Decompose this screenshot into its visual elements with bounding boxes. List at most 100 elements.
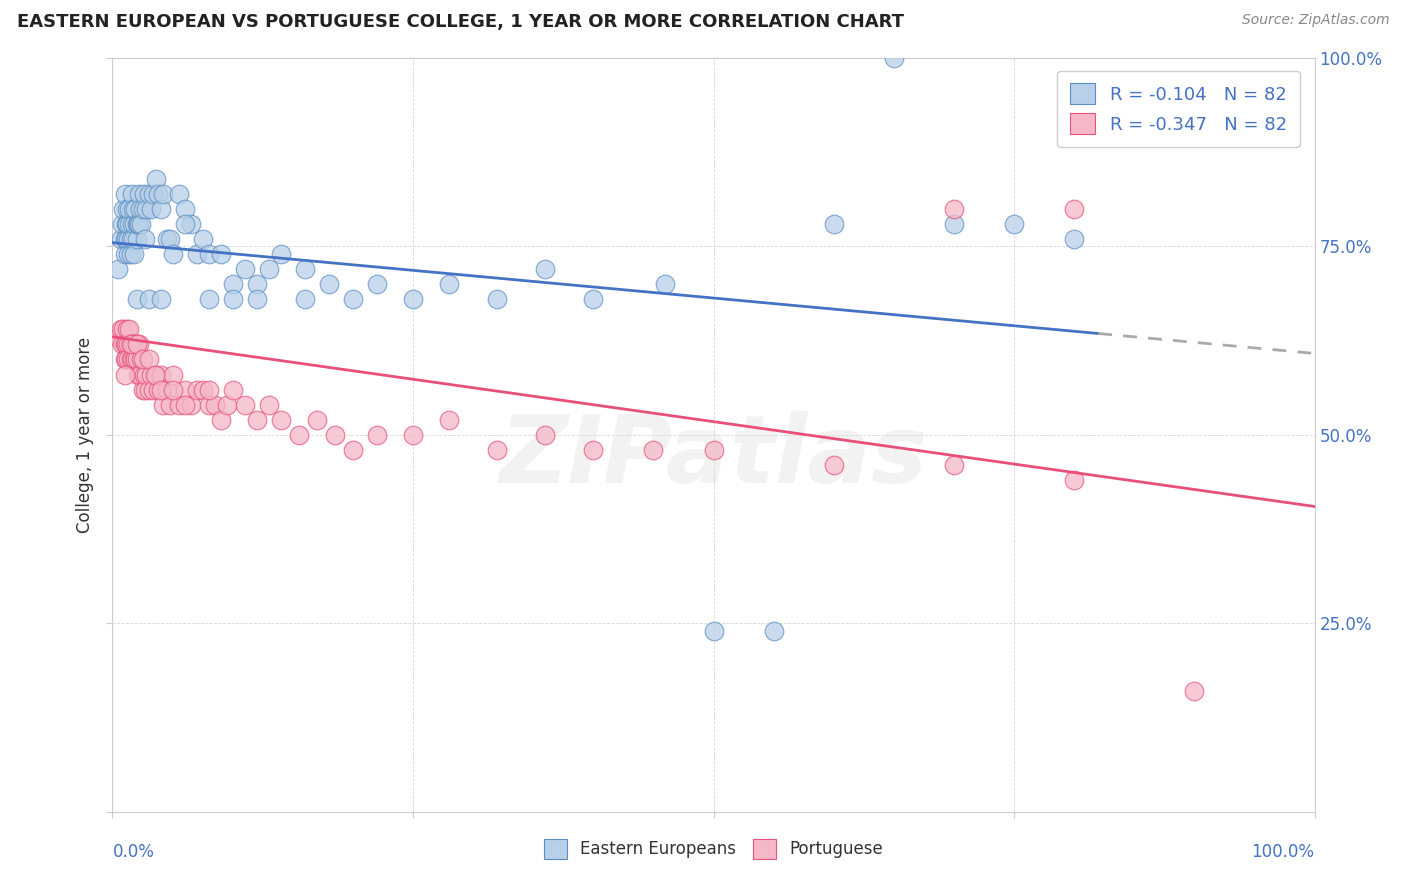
Point (115, 217, 138, 231)
Point (129, 368, 152, 382)
Point (162, 368, 184, 382)
Point (114, 352, 136, 367)
Point (402, 292, 425, 306)
Point (114, 352, 136, 367)
Point (143, 368, 166, 382)
Point (124, 202, 146, 216)
Point (173, 202, 195, 216)
Point (342, 292, 364, 306)
Point (233, 398, 256, 412)
Point (233, 262, 256, 277)
Point (115, 322, 138, 336)
Point (534, 428, 557, 442)
Point (139, 202, 162, 216)
Point (582, 292, 605, 306)
Point (257, 398, 280, 412)
Point (135, 368, 157, 382)
Point (125, 337, 148, 351)
Point (125, 232, 148, 246)
Point (110, 322, 132, 336)
Text: Source: ZipAtlas.com: Source: ZipAtlas.com (1241, 13, 1389, 28)
Point (120, 337, 142, 351)
Text: ZIPatlas: ZIPatlas (499, 411, 928, 503)
Point (270, 413, 292, 427)
Point (294, 292, 316, 306)
Point (114, 232, 136, 246)
Point (534, 262, 557, 277)
Point (883, 51, 905, 65)
Point (654, 277, 676, 292)
Point (138, 352, 160, 367)
Point (129, 202, 152, 216)
Point (110, 232, 132, 246)
Point (486, 292, 509, 306)
Point (1063, 473, 1085, 487)
Point (112, 202, 135, 216)
Point (131, 383, 153, 397)
Point (118, 217, 141, 231)
Point (294, 262, 316, 277)
Point (111, 337, 134, 351)
Point (114, 368, 136, 382)
Point (366, 277, 388, 292)
Point (120, 337, 142, 351)
Point (246, 292, 269, 306)
Point (215, 398, 238, 412)
Point (942, 458, 965, 472)
Point (155, 383, 177, 397)
Point (128, 217, 150, 231)
Point (209, 413, 232, 427)
Point (118, 322, 141, 336)
Y-axis label: College, 1 year or more: College, 1 year or more (76, 337, 94, 533)
Point (128, 337, 150, 351)
Point (222, 292, 245, 306)
Point (197, 247, 219, 261)
Point (131, 202, 153, 216)
Point (197, 398, 219, 412)
Point (180, 217, 202, 231)
Point (117, 247, 139, 261)
Point (1002, 217, 1025, 231)
Point (152, 186, 174, 201)
Point (121, 217, 143, 231)
Point (132, 368, 155, 382)
Point (111, 217, 134, 231)
Point (582, 442, 605, 457)
Point (1063, 232, 1085, 246)
Point (121, 337, 143, 351)
Point (131, 352, 153, 367)
Point (125, 217, 148, 231)
Point (305, 413, 328, 427)
Point (115, 202, 138, 216)
Point (127, 368, 149, 382)
Point (145, 171, 167, 186)
Point (125, 292, 148, 306)
Point (318, 277, 340, 292)
Point (114, 217, 136, 231)
Text: 0.0%: 0.0% (112, 843, 155, 861)
Point (120, 247, 142, 261)
Point (138, 383, 160, 397)
Legend: Eastern Europeans, Portuguese: Eastern Europeans, Portuguese (537, 832, 890, 865)
Text: EASTERN EUROPEAN VS PORTUGUESE COLLEGE, 1 YEAR OR MORE CORRELATION CHART: EASTERN EUROPEAN VS PORTUGUESE COLLEGE, … (17, 13, 904, 31)
Point (135, 202, 157, 216)
Point (437, 277, 460, 292)
Point (186, 383, 208, 397)
Point (122, 352, 145, 367)
Point (112, 322, 135, 336)
Point (823, 458, 845, 472)
Point (762, 624, 785, 638)
Point (186, 247, 208, 261)
Point (162, 383, 184, 397)
Point (173, 217, 195, 231)
Point (173, 398, 195, 412)
Point (323, 428, 346, 442)
Point (114, 337, 136, 351)
Point (114, 186, 136, 201)
Point (942, 202, 965, 216)
Point (209, 247, 232, 261)
Point (288, 428, 311, 442)
Point (107, 330, 129, 344)
Point (257, 262, 280, 277)
Point (246, 277, 269, 292)
